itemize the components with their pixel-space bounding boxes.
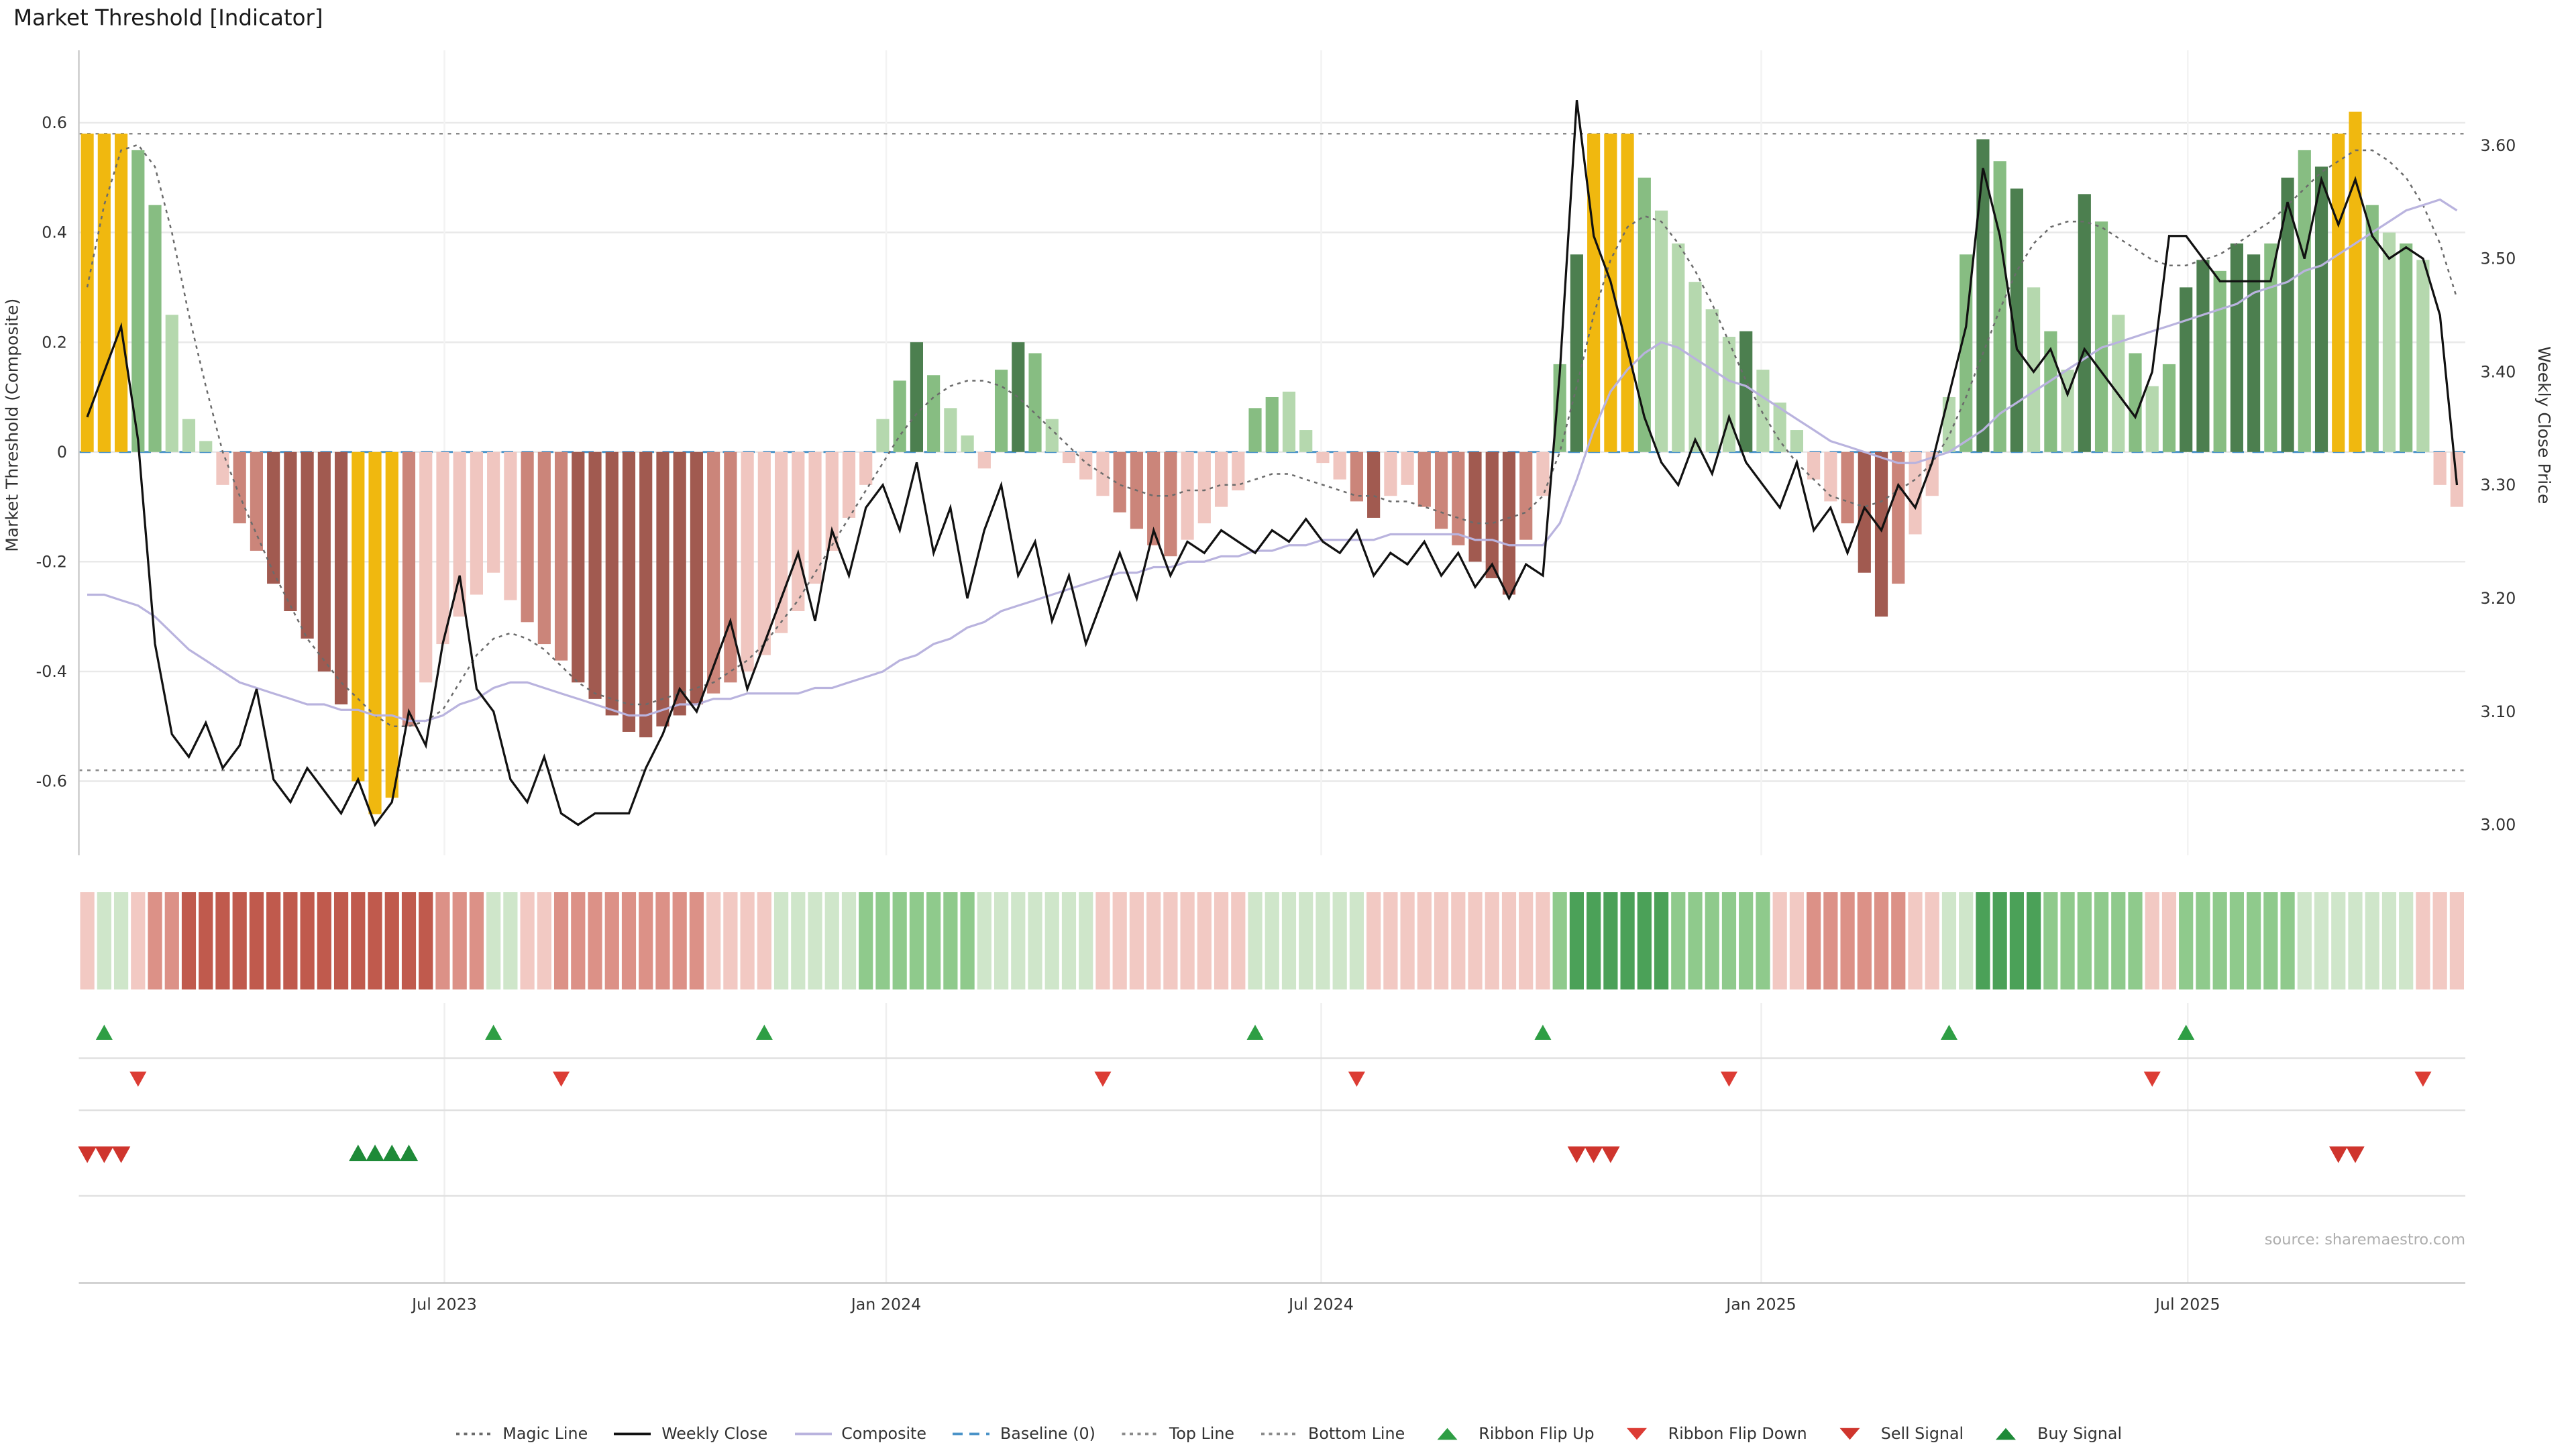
legend-top-line-icon: [1122, 1432, 1159, 1436]
legend-item-ribbon-flip-down: Ribbon Flip Down: [1619, 1424, 1807, 1444]
legend-item-buy-signal: Buy Signal: [1989, 1424, 2123, 1444]
legend-item-weekly-close: Weekly Close: [613, 1424, 768, 1444]
legend-bottom-line-icon: [1261, 1432, 1299, 1436]
legend-sell-signal-icon: [1839, 1428, 1860, 1440]
svg-text:Jul 2025: Jul 2025: [2154, 1295, 2220, 1314]
indicator-chart: 0.6 0.4 0.2 0 -0.2 -0.4 -0.6 3.60 3.50 3.40 3.30 3.…: [36, 50, 2516, 1314]
legend-composite-icon: [794, 1432, 832, 1436]
svg-text:3.40: 3.40: [2481, 362, 2516, 381]
svg-text:3.50: 3.50: [2481, 250, 2516, 268]
legend: Magic Line Weekly Close Composite Baseline …: [0, 1419, 2576, 1449]
legend-baseline-0-icon: [953, 1432, 990, 1436]
legend-item-ribbon-flip-up: Ribbon Flip Up: [1430, 1424, 1595, 1444]
svg-text:0.4: 0.4: [42, 223, 67, 242]
svg-text:3.20: 3.20: [2481, 589, 2516, 608]
legend-item-label: Composite: [841, 1424, 926, 1444]
svg-text:3.00: 3.00: [2481, 816, 2516, 835]
svg-text:Jan 2024: Jan 2024: [850, 1295, 922, 1314]
legend-item-bottom-line: Bottom Line: [1260, 1424, 1405, 1444]
legend-item-magic-line: Magic Line: [454, 1424, 588, 1444]
svg-text:-0.4: -0.4: [36, 662, 67, 681]
legend-item-sell-signal: Sell Signal: [1832, 1424, 1964, 1444]
legend-item-label: Ribbon Flip Up: [1479, 1424, 1595, 1444]
svg-text:3.10: 3.10: [2481, 702, 2516, 721]
source-note: source: sharemaestro.com: [2264, 1232, 2465, 1250]
svg-text:Jan 2025: Jan 2025: [1725, 1295, 1796, 1314]
legend-item-label: Sell Signal: [1880, 1424, 1964, 1444]
legend-buy-signal-icon: [1995, 1428, 2016, 1440]
legend-item-label: Bottom Line: [1308, 1424, 1405, 1444]
legend-magic-line-icon: [455, 1432, 493, 1436]
svg-text:Jul 2023: Jul 2023: [411, 1295, 477, 1314]
legend-item-label: Top Line: [1169, 1424, 1235, 1444]
svg-text:3.60: 3.60: [2481, 136, 2516, 155]
legend-item-composite: Composite: [793, 1424, 926, 1444]
legend-item-label: Magic Line: [502, 1424, 588, 1444]
legend-item-label: Buy Signal: [2037, 1424, 2123, 1444]
legend-item-label: Baseline (0): [1000, 1424, 1095, 1444]
legend-ribbon-flip-down-icon: [1626, 1428, 1647, 1440]
svg-text:3.30: 3.30: [2481, 476, 2516, 494]
legend-item-top-line: Top Line: [1120, 1424, 1235, 1444]
svg-text:-0.6: -0.6: [36, 772, 67, 791]
svg-text:-0.2: -0.2: [36, 552, 67, 571]
svg-text:0.6: 0.6: [42, 113, 67, 132]
legend-ribbon-flip-up-icon: [1436, 1428, 1457, 1440]
svg-text:Jul 2024: Jul 2024: [1287, 1295, 1354, 1314]
chart-title: Market Threshold [Indicator]: [13, 7, 323, 32]
legend-item-label: Ribbon Flip Down: [1668, 1424, 1807, 1444]
legend-weekly-close-icon: [614, 1432, 652, 1436]
legend-item-baseline-0: Baseline (0): [951, 1424, 1095, 1444]
legend-item-label: Weekly Close: [661, 1424, 768, 1444]
svg-text:0: 0: [57, 443, 67, 462]
svg-text:0.2: 0.2: [42, 333, 67, 352]
